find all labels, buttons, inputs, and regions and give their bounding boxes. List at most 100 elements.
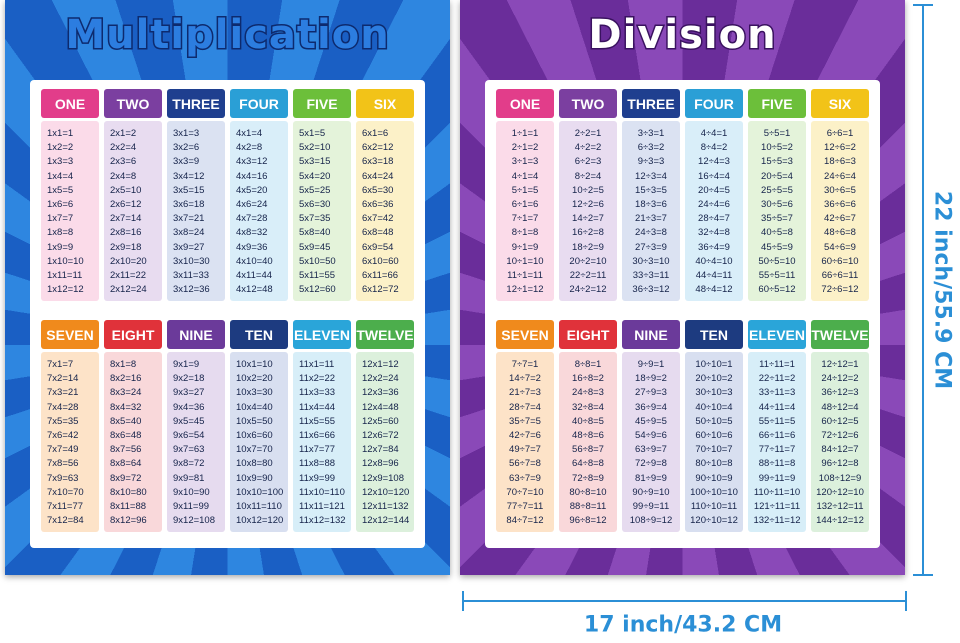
fact: 2x9=18 xyxy=(110,241,142,253)
fact: 7x2=14 xyxy=(47,373,79,385)
fact: 72÷8=9 xyxy=(572,472,604,484)
fact: 11÷1=11 xyxy=(507,269,543,281)
fact: 132÷12=11 xyxy=(816,500,864,512)
fact: 40÷8=5 xyxy=(572,415,604,427)
fact: 96÷12=8 xyxy=(821,458,859,470)
table-column: NINE 9x1=9 9x2=18 9x3=27 9x4=36 9x5=45 9x6=54 9… xyxy=(167,320,225,532)
fact: 8÷1=8 xyxy=(511,227,539,239)
fact: 81÷9=9 xyxy=(635,472,667,484)
fact: 10x10=100 xyxy=(236,486,284,498)
fact: 7x4=28 xyxy=(47,401,79,413)
fact: 40÷5=8 xyxy=(761,227,793,239)
fact: 1x6=6 xyxy=(47,198,74,210)
fact: 70÷10=7 xyxy=(695,444,733,456)
fact: 2x8=16 xyxy=(110,227,142,239)
fact: 3x4=12 xyxy=(173,170,205,182)
poster-title: Multiplication xyxy=(64,11,390,60)
column-header: EIGHT xyxy=(559,320,617,349)
fact: 1x2=2 xyxy=(47,142,74,154)
fact: 10x9=90 xyxy=(236,472,273,484)
fact: 12÷6=2 xyxy=(824,142,856,154)
fact: 10x1=10 xyxy=(236,359,273,370)
fact: 5x2=10 xyxy=(299,142,331,154)
fact: 1x11=11 xyxy=(47,269,83,281)
fact: 30÷5=6 xyxy=(761,198,793,210)
fact: 1x7=7 xyxy=(47,213,74,225)
fact: 5x5=25 xyxy=(299,184,331,196)
fact: 5x4=20 xyxy=(299,170,331,182)
fact: 3x12=36 xyxy=(173,284,210,296)
fact: 36÷4=9 xyxy=(698,241,730,253)
fact: 5x3=15 xyxy=(299,156,331,168)
fact: 9x5=45 xyxy=(173,415,205,427)
fact: 2x7=14 xyxy=(110,213,142,225)
fact: 6÷3=2 xyxy=(637,142,665,154)
fact: 8x6=48 xyxy=(110,429,142,441)
table-column: ONE 1÷1=1 2÷1=2 3÷1=3 4÷1=4 5÷1=5 6÷1=6 7÷1=7 8÷… xyxy=(496,89,554,301)
fact: 12÷12=1 xyxy=(821,359,859,370)
fact: 8÷4=2 xyxy=(700,142,728,154)
column-header: SEVEN xyxy=(41,320,99,349)
column-header: EIGHT xyxy=(104,320,162,349)
fact: 7x5=35 xyxy=(47,415,79,427)
fact: 72÷9=8 xyxy=(635,458,667,470)
table-column: FIVE 5÷5=1 10÷5=2 15÷5=3 20÷5=4 25÷5=5 30÷5=6 3… xyxy=(748,89,806,301)
column-body: 1x1=1 1x2=2 1x3=3 1x4=4 1x5=5 1x6=6 1x7=7 1x8=8… xyxy=(41,121,99,301)
fact: 36÷3=12 xyxy=(632,284,670,296)
column-body: 9x1=9 9x2=18 9x3=27 9x4=36 9x5=45 9x6=54 9x7=6… xyxy=(167,352,225,532)
table-column: SEVEN 7x1=7 7x2=14 7x3=21 7x4=28 7x5=35 7x6=42… xyxy=(41,320,99,532)
fact: 1x12=12 xyxy=(47,284,84,296)
fact: 11x11=121 xyxy=(299,500,345,512)
fact: 27÷3=9 xyxy=(635,241,667,253)
fact: 8x12=96 xyxy=(110,515,147,527)
fact: 9÷1=9 xyxy=(511,241,539,253)
fact: 4x8=32 xyxy=(236,227,268,239)
fact: 2x2=4 xyxy=(110,142,137,154)
fact: 4x1=4 xyxy=(236,128,263,139)
fact: 35÷7=5 xyxy=(509,415,541,427)
fact: 44÷11=4 xyxy=(758,401,796,413)
fact: 35÷5=7 xyxy=(761,213,793,225)
dimension-cap xyxy=(913,4,933,6)
table-column: NINE 9÷9=1 18÷9=2 27÷9=3 36÷9=4 45÷9=5 54÷9=6 6… xyxy=(622,320,680,532)
fact: 96÷8=12 xyxy=(569,515,607,527)
fact: 55÷11=5 xyxy=(758,415,796,427)
column-body: 5x1=5 5x2=10 5x3=15 5x4=20 5x5=25 5x6=30 5x7=3… xyxy=(293,121,351,301)
fact: 10x2=20 xyxy=(236,373,273,385)
fact: 33÷11=3 xyxy=(758,387,796,399)
column-header: FOUR xyxy=(230,89,288,118)
table-column: TWO 2÷2=1 4÷2=2 6÷2=3 8÷2=4 10÷2=5 12÷2=6 14÷2=… xyxy=(559,89,617,301)
fact: 7x10=70 xyxy=(47,486,84,498)
fact: 9÷3=3 xyxy=(637,156,665,168)
fact: 8x8=64 xyxy=(110,458,142,470)
dimension-cap xyxy=(913,574,933,576)
fact: 2x11=22 xyxy=(110,269,147,281)
fact: 99÷11=9 xyxy=(758,472,796,484)
column-header: TWELVE xyxy=(811,320,869,349)
fact: 60÷10=6 xyxy=(695,429,733,441)
poster-title: Division xyxy=(587,11,777,60)
fact: 11x8=88 xyxy=(299,458,336,470)
fact: 9x9=81 xyxy=(173,472,205,484)
fact: 66÷6=11 xyxy=(821,269,859,281)
table-block: SEVEN 7÷7=1 14÷7=2 21÷7=3 28÷7=4 35÷7=5 42÷7=6… xyxy=(496,320,869,532)
fact: 14÷2=7 xyxy=(572,213,604,225)
column-header: ELEVEN xyxy=(748,320,806,349)
fact: 3÷3=1 xyxy=(637,128,665,139)
column-header: TWO xyxy=(559,89,617,118)
fact: 12x7=84 xyxy=(362,444,399,456)
fact: 33÷3=11 xyxy=(632,269,670,281)
fact: 2÷2=1 xyxy=(574,128,602,139)
fact: 10x6=60 xyxy=(236,429,273,441)
fact: 6x1=6 xyxy=(362,128,389,139)
fact: 11x9=99 xyxy=(299,472,336,484)
fact: 4÷4=1 xyxy=(700,128,728,139)
fact: 30÷10=3 xyxy=(695,387,733,399)
fact: 1x5=5 xyxy=(47,184,74,196)
fact: 10x3=30 xyxy=(236,387,273,399)
column-body: 4÷4=1 8÷4=2 12÷4=3 16÷4=4 20÷4=5 24÷4=6 28÷4=7… xyxy=(685,121,743,301)
fact: 9÷9=1 xyxy=(637,359,665,370)
fact: 5x12=60 xyxy=(299,284,336,296)
table-column: TEN 10÷10=1 20÷10=2 30÷10=3 40÷10=4 50÷10=5 60… xyxy=(685,320,743,532)
fact: 121÷11=11 xyxy=(753,500,801,512)
